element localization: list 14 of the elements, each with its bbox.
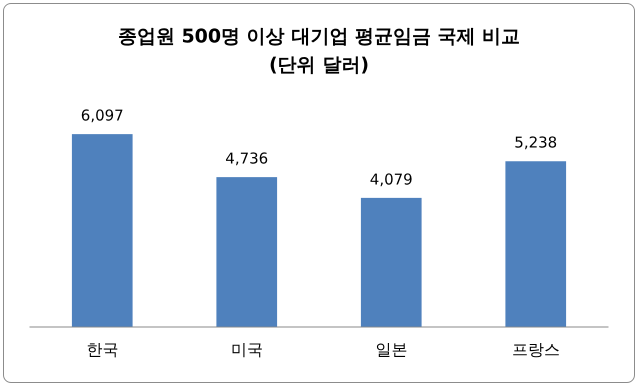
bar <box>505 161 566 327</box>
bar <box>360 198 422 327</box>
bar <box>72 134 133 327</box>
x-tick-label: 일본 <box>375 342 408 359</box>
data-label: 4,736 <box>225 150 268 168</box>
data-label: 4,079 <box>370 170 413 188</box>
x-tick-label: 프랑스 <box>512 342 560 359</box>
data-label: 5,238 <box>514 134 558 152</box>
x-tick-label: 미국 <box>230 342 263 359</box>
chart-title: 종업원 500명 이상 대기업 평균임금 국제 비교 <box>118 25 520 48</box>
bar <box>216 177 278 327</box>
data-label: 6,097 <box>80 106 124 125</box>
x-tick-label: 한국 <box>86 342 118 359</box>
chart-subtitle: (단위 달러) <box>269 54 369 76</box>
